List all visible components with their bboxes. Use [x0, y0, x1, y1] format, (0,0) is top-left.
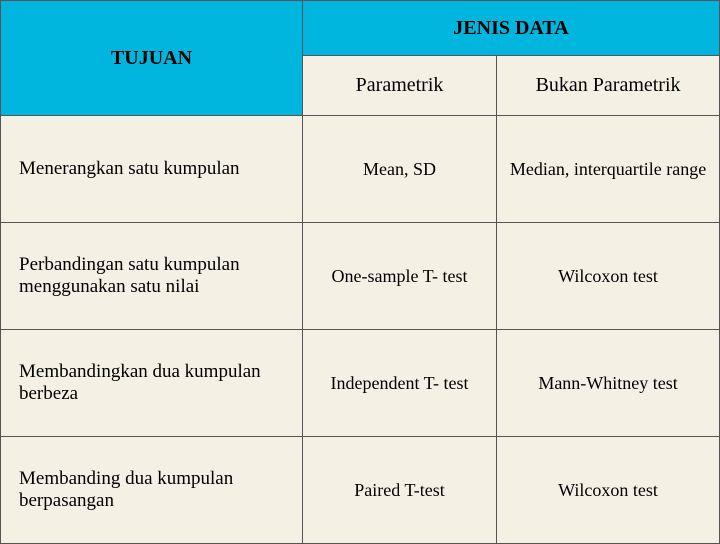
cell-tujuan: Perbandingan satu kumpulan menggunakan s…: [1, 223, 303, 330]
header-jenis-data: JENIS DATA: [302, 1, 719, 56]
cell-param: Mean, SD: [302, 116, 496, 223]
cell-nonparam: Wilcoxon test: [497, 223, 720, 330]
cell-nonparam: Mann-Whitney test: [497, 330, 720, 437]
header-tujuan: TUJUAN: [1, 1, 303, 116]
cell-nonparam: Median, interquartile range: [497, 116, 720, 223]
cell-nonparam: Wilcoxon test: [497, 437, 720, 544]
table-row: Membandingkan dua kumpulan berbeza Indep…: [1, 330, 720, 437]
table-row: Menerangkan satu kumpulan Mean, SD Media…: [1, 116, 720, 223]
header-parametrik: Parametrik: [302, 56, 496, 116]
table-row: Perbandingan satu kumpulan menggunakan s…: [1, 223, 720, 330]
cell-tujuan: Membanding dua kumpulan berpasangan: [1, 437, 303, 544]
table-row: Membanding dua kumpulan berpasangan Pair…: [1, 437, 720, 544]
cell-param: Independent T- test: [302, 330, 496, 437]
header-bukan-parametrik: Bukan Parametrik: [497, 56, 720, 116]
stats-methods-table: TUJUAN JENIS DATA Parametrik Bukan Param…: [0, 0, 720, 544]
cell-param: Paired T-test: [302, 437, 496, 544]
cell-param: One-sample T- test: [302, 223, 496, 330]
cell-tujuan: Menerangkan satu kumpulan: [1, 116, 303, 223]
header-row-1: TUJUAN JENIS DATA: [1, 1, 720, 56]
cell-tujuan: Membandingkan dua kumpulan berbeza: [1, 330, 303, 437]
